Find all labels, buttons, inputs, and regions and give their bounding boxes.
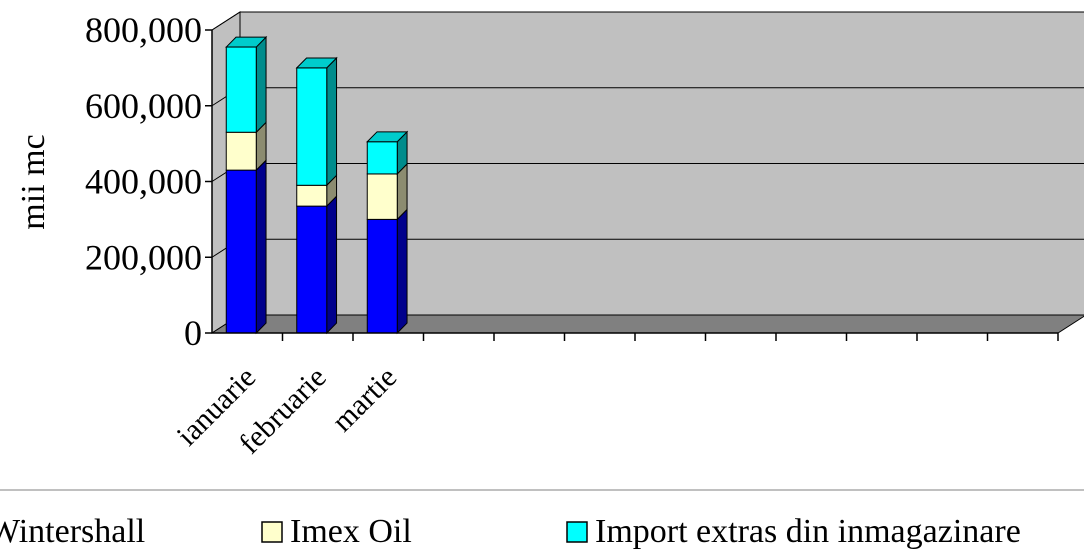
bar-segment xyxy=(366,130,409,176)
y-tick-label: 800,000 xyxy=(85,10,202,50)
plot-area xyxy=(210,11,1084,334)
bar-front xyxy=(296,205,328,334)
bar-segment xyxy=(225,159,267,335)
bar-segment xyxy=(366,208,408,335)
bar-side xyxy=(255,159,267,335)
legend-item: Wintershall xyxy=(0,513,145,550)
bar-side xyxy=(255,35,267,134)
bar-front xyxy=(296,67,328,186)
bar-front xyxy=(225,46,257,133)
bars xyxy=(225,35,409,335)
bar-front xyxy=(225,169,257,334)
bar-top xyxy=(366,131,409,143)
gridline xyxy=(211,11,1084,31)
bar-front xyxy=(366,141,398,175)
bar-side xyxy=(396,208,408,335)
legend-label: Import extras din inmagazinare xyxy=(595,513,1021,550)
legend-label: Imex Oil xyxy=(290,513,412,550)
floor xyxy=(210,314,1084,334)
bar-top xyxy=(295,57,338,69)
bar-side xyxy=(326,195,338,335)
bar-segment xyxy=(225,35,268,134)
bar-segment xyxy=(295,56,338,187)
bar-front xyxy=(366,218,398,334)
legend-label: Wintershall xyxy=(0,513,145,550)
y-tick-label: 200,000 xyxy=(85,237,202,277)
bar-segment xyxy=(296,195,338,335)
bar-front xyxy=(366,173,398,220)
y-tick-label: 400,000 xyxy=(85,162,202,202)
y-tick-label: 0 xyxy=(184,313,202,353)
legend-item: Imex Oil xyxy=(261,513,412,550)
bar-side xyxy=(326,56,338,187)
bar-front xyxy=(296,184,328,207)
legend-swatch xyxy=(566,521,588,543)
x-tick-label: martie xyxy=(326,361,404,439)
bar-segment xyxy=(225,121,267,172)
bar-top xyxy=(225,36,268,48)
legend: Wintershall Imex Oil Import extras din inm… xyxy=(0,489,1084,550)
legend-swatch xyxy=(261,521,283,543)
bar-front xyxy=(225,131,257,171)
y-axis-title: mii mc xyxy=(15,134,52,229)
legend-item: Import extras din inmagazinare xyxy=(566,513,1021,550)
y-tick-label: 600,000 xyxy=(85,86,202,126)
